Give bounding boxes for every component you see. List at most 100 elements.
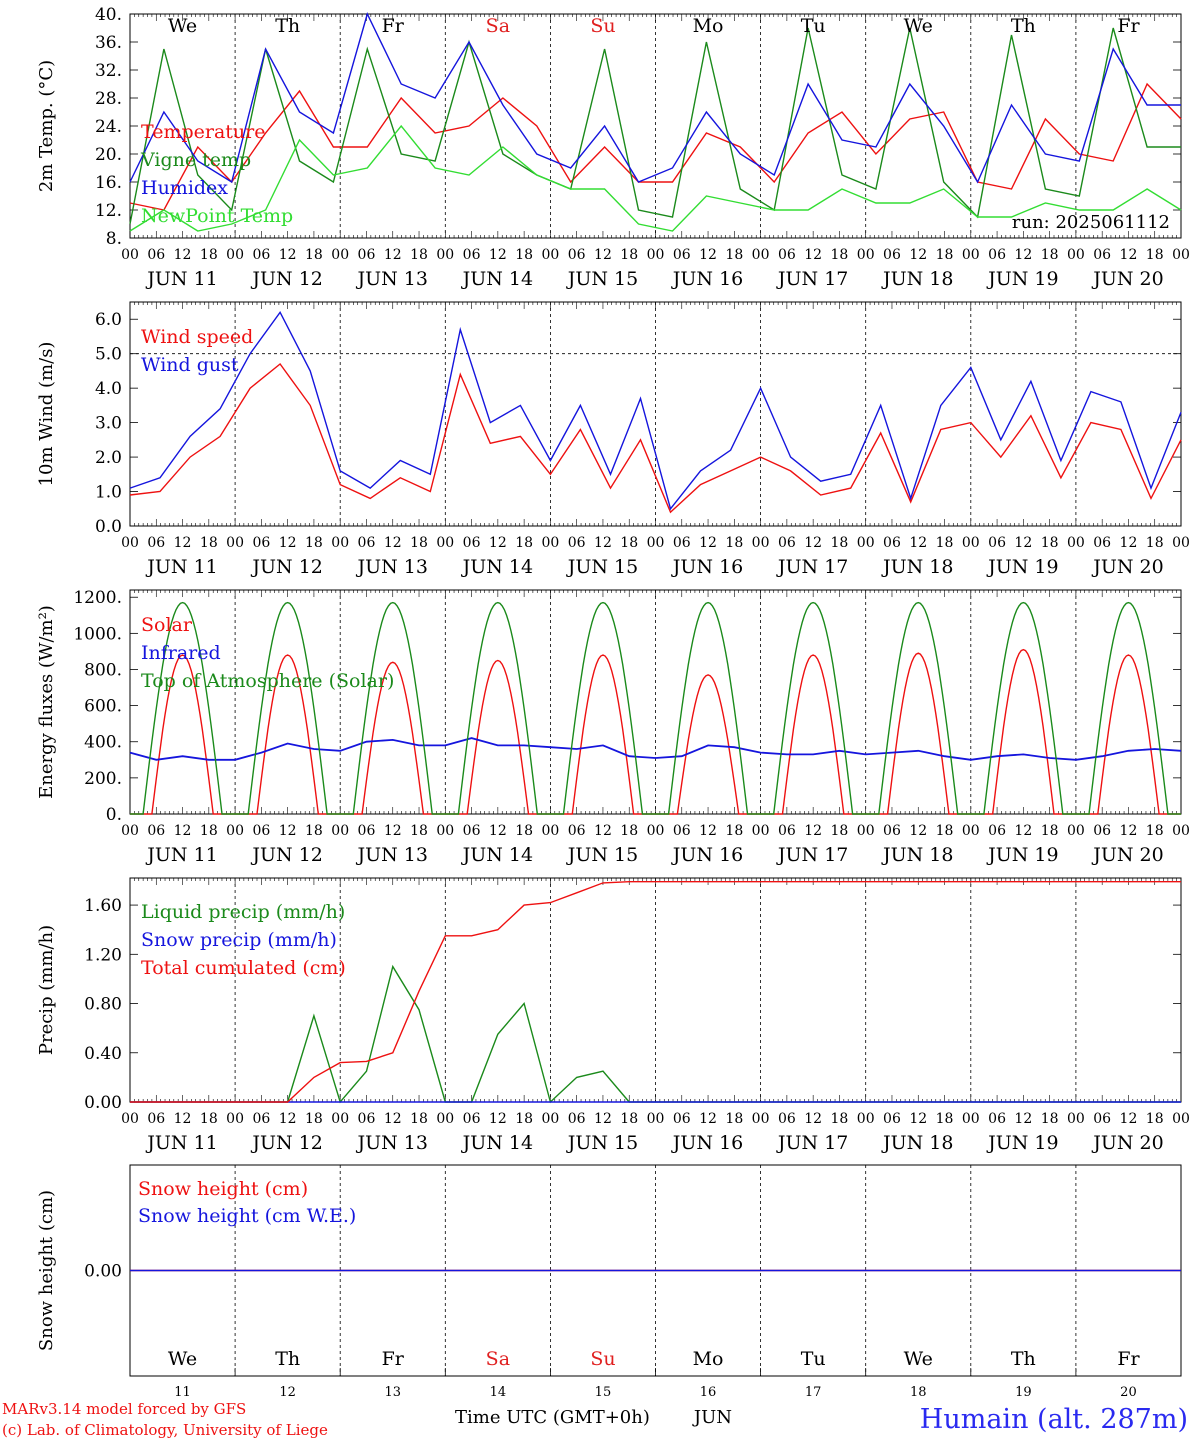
y-tick-label: 1200. — [73, 588, 122, 608]
hour-tick-label: 00 — [1172, 1111, 1190, 1127]
series-line — [129, 12, 1181, 184]
date-label: JUN 14 — [461, 556, 533, 578]
x-axis-month: JUN — [692, 1407, 732, 1428]
copyright-credit: (c) Lab. of Climatology, University of L… — [2, 1421, 328, 1439]
date-label: JUN 19 — [986, 844, 1058, 866]
hour-tick-label: 06 — [778, 535, 796, 551]
hour-tick-label: 00 — [752, 823, 770, 839]
hour-tick-label: 00 — [647, 823, 665, 839]
date-label: JUN 17 — [776, 268, 848, 290]
hour-tick-label: 18 — [1146, 247, 1164, 263]
hour-tick-label: 18 — [936, 1111, 954, 1127]
hour-tick-label: 18 — [936, 823, 954, 839]
hour-tick-label: 18 — [1041, 247, 1059, 263]
hour-tick-label: 00 — [1067, 247, 1085, 263]
hour-tick-label: 12 — [594, 535, 612, 551]
hour-tick-label: 18 — [515, 823, 533, 839]
plot-frame — [129, 301, 1182, 527]
y-tick-label: 20. — [95, 145, 122, 165]
hour-tick-label: 12 — [279, 823, 297, 839]
date-label: JUN 14 — [461, 268, 533, 290]
date-label: JUN 17 — [776, 556, 848, 578]
hour-tick-label: 06 — [147, 535, 165, 551]
hour-tick-label: 12 — [279, 247, 297, 263]
hour-tick-label: 00 — [331, 535, 349, 551]
hour-tick-label: 12 — [174, 1111, 192, 1127]
hour-tick-label: 00 — [1172, 247, 1190, 263]
weekday-label: We — [168, 1348, 197, 1370]
date-label: JUN 12 — [250, 844, 322, 866]
hour-tick-label: 00 — [121, 1111, 139, 1127]
legend-entry: Wind gust — [141, 354, 239, 376]
hour-tick-label: 12 — [174, 247, 192, 263]
hour-tick-label: 18 — [831, 535, 849, 551]
y-axis-label: 10m Wind (m/s) — [36, 342, 57, 487]
hour-tick-label: 06 — [463, 823, 481, 839]
hour-tick-label: 00 — [436, 823, 454, 839]
date-label: JUN 18 — [881, 556, 953, 578]
hour-tick-label: 06 — [568, 535, 586, 551]
date-label: JUN 20 — [1091, 1132, 1163, 1154]
date-label: JUN 15 — [566, 268, 638, 290]
weekday-label: Th — [1011, 1348, 1036, 1370]
y-tick-label: 2.0 — [95, 448, 122, 468]
hour-tick-label: 18 — [515, 1111, 533, 1127]
hour-tick-label: 06 — [778, 1111, 796, 1127]
hour-tick-label: 18 — [305, 247, 323, 263]
hour-tick-label: 12 — [174, 535, 192, 551]
weekday-label: Th — [275, 1348, 300, 1370]
hour-tick-label: 06 — [252, 247, 270, 263]
legend-entry: Snow height (cm W.E.) — [138, 1205, 356, 1227]
date-label: JUN 17 — [776, 1132, 848, 1154]
date-label: JUN 13 — [356, 1132, 428, 1154]
hour-tick-label: 18 — [200, 823, 218, 839]
hour-tick-label: 18 — [1041, 823, 1059, 839]
y-tick-label: 0.00 — [84, 1093, 122, 1113]
hour-tick-label: 18 — [936, 535, 954, 551]
date-label: JUN 13 — [356, 556, 428, 578]
hour-tick-label: 00 — [752, 1111, 770, 1127]
hour-tick-label: 18 — [620, 535, 638, 551]
hour-tick-label: 12 — [384, 247, 402, 263]
date-label: JUN 18 — [881, 844, 953, 866]
station-label: Humain (alt. 287m) — [920, 1404, 1188, 1435]
hour-tick-label: 18 — [515, 247, 533, 263]
date-label: JUN 11 — [145, 844, 217, 866]
y-axis-label: Energy fluxes (W/m²) — [36, 605, 57, 799]
hour-tick-label: 00 — [1172, 535, 1190, 551]
weekday-label: We — [904, 15, 933, 37]
hour-tick-label: 06 — [463, 1111, 481, 1127]
hour-tick-label: 12 — [489, 535, 507, 551]
hour-tick-label: 06 — [883, 823, 901, 839]
y-tick-label: 5.0 — [95, 345, 122, 365]
y-axis-label: 2m Temp. (°C) — [36, 60, 57, 192]
series-line — [129, 310, 1182, 511]
hour-tick-label: 12 — [489, 1111, 507, 1127]
hour-tick-label: 18 — [620, 247, 638, 263]
hour-tick-label: 12 — [804, 535, 822, 551]
hour-tick-label: 12 — [699, 247, 717, 263]
y-tick-label: 16. — [95, 173, 122, 193]
day-number-label: 11 — [174, 1385, 191, 1400]
date-label: JUN 16 — [671, 1132, 743, 1154]
hour-tick-label: 18 — [725, 823, 743, 839]
day-number-label: 14 — [490, 1385, 507, 1400]
weekday-label: Su — [590, 15, 615, 37]
y-tick-label: 600. — [84, 697, 122, 717]
hour-tick-label: 12 — [1014, 823, 1032, 839]
hour-tick-label: 06 — [778, 247, 796, 263]
hour-tick-label: 06 — [568, 1111, 586, 1127]
hour-tick-label: 00 — [226, 823, 244, 839]
date-label: JUN 11 — [145, 556, 217, 578]
hour-tick-label: 12 — [1120, 823, 1138, 839]
y-tick-label: 0. — [106, 805, 122, 825]
hour-tick-label: 06 — [568, 823, 586, 839]
panel-3: 1200. 1000. 800. 600. 400. 200. 0. Energy fluxe… — [36, 588, 1190, 866]
legend-entry: Wind speed — [141, 326, 253, 348]
hour-tick-label: 00 — [331, 1111, 349, 1127]
y-tick-label: 1.60 — [84, 896, 122, 916]
hour-tick-label: 12 — [279, 1111, 297, 1127]
series-line — [129, 27, 1181, 225]
hour-tick-label: 00 — [436, 1111, 454, 1127]
hour-tick-label: 06 — [988, 535, 1006, 551]
